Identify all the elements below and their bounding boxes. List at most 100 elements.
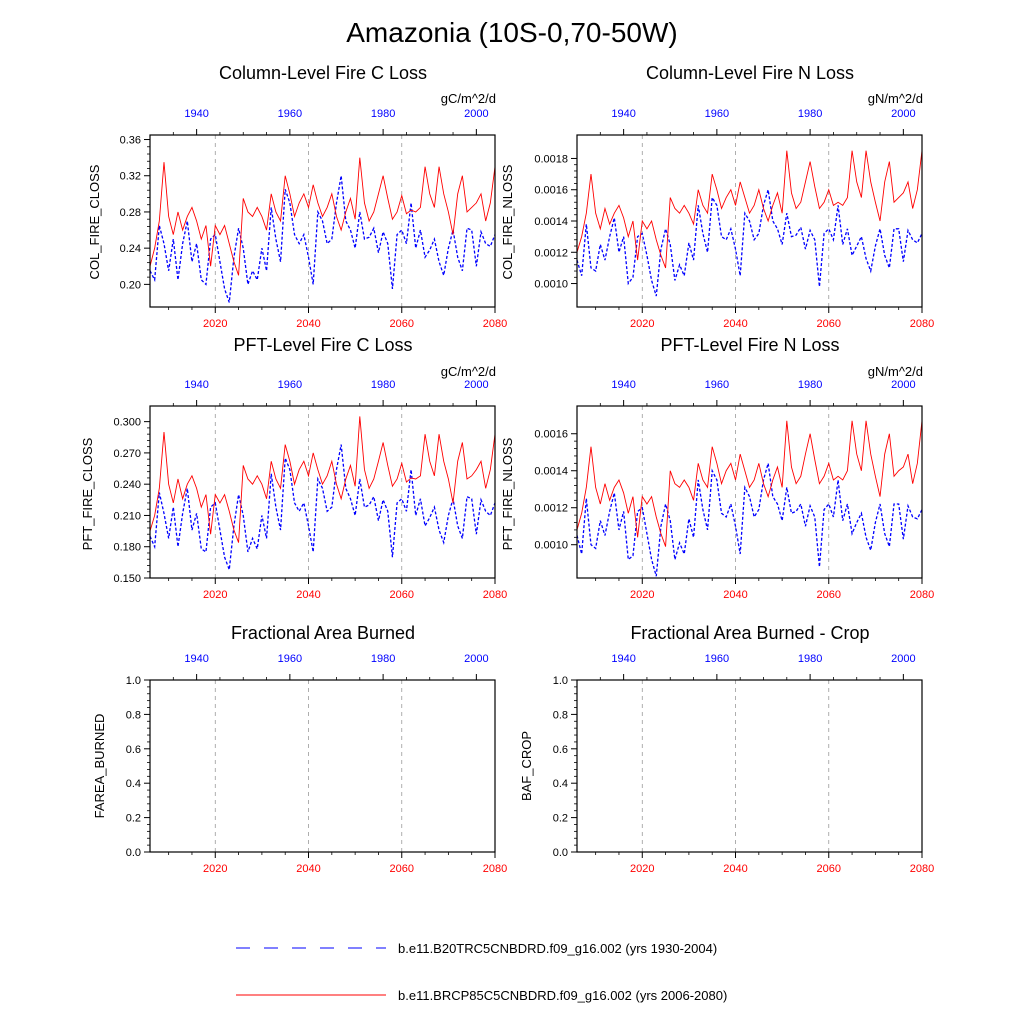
x-top-tick-label: 1960 — [705, 653, 729, 665]
panel-title: PFT-Level Fire C Loss — [233, 335, 412, 355]
x-top-tick-label: 1960 — [705, 108, 729, 120]
x-bottom-tick-label: 2020 — [203, 589, 227, 601]
x-bottom-tick-label: 2080 — [483, 318, 507, 330]
x-top-tick-label: 1960 — [278, 653, 302, 665]
x-top-tick-label: 1940 — [184, 653, 208, 665]
plot-1: 0.20 0.24 0.28 0.32 0.36 2020 2040 2060 2080 1940… — [120, 108, 508, 330]
x-top-tick-label: 1980 — [371, 379, 395, 391]
x-top-tick-label: 2000 — [464, 653, 488, 665]
panel-units: gN/m^2/d — [868, 91, 923, 106]
y-tick-label: 0.20 — [120, 279, 141, 291]
y-tick-label: 0.180 — [113, 542, 141, 554]
x-top-tick-label: 1940 — [184, 108, 208, 120]
plot-frame — [149, 679, 496, 853]
x-bottom-tick-label: 2080 — [910, 318, 934, 330]
panel-title: Fractional Area Burned — [231, 623, 415, 643]
y-tick-label: 0.0018 — [534, 153, 568, 165]
y-tick-label: 0.150 — [113, 573, 141, 585]
x-bottom-tick-label: 2020 — [630, 863, 654, 875]
y-tick-label: 1.0 — [126, 675, 141, 687]
x-bottom-tick-label: 2020 — [630, 589, 654, 601]
y-tick-label: 0.210 — [113, 510, 141, 522]
y-tick-label: 0.0016 — [534, 185, 568, 197]
panel-title: Column-Level Fire N Loss — [646, 63, 854, 83]
y-tick-label: 0.4 — [553, 778, 568, 790]
x-bottom-tick-label: 2040 — [296, 863, 320, 875]
plot-5: 0.0 0.2 0.4 0.6 0.8 1.0 2020 2040 2060 2080 1940 19… — [126, 653, 508, 875]
x-bottom-tick-label: 2040 — [723, 589, 747, 601]
x-top-tick-label: 1940 — [184, 379, 208, 391]
x-top-tick-label: 1980 — [371, 108, 395, 120]
y-tick-label: 0.0016 — [534, 429, 568, 441]
x-bottom-tick-label: 2040 — [723, 318, 747, 330]
y-tick-label: 0.0014 — [534, 216, 568, 228]
plot-4: 0.0010 0.0012 0.0014 0.0016 2020 2040 2060 2080… — [534, 379, 934, 601]
series-historical-line — [149, 175, 496, 303]
panel-baf-crop: Fractional Area Burned - Crop BAF_CROP — [519, 623, 870, 801]
panel-units: gC/m^2/d — [441, 91, 496, 106]
figure-title: Amazonia (10S-0,70-50W) — [346, 17, 677, 48]
x-bottom-tick-label: 2060 — [390, 318, 414, 330]
x-bottom-tick-label: 2020 — [630, 318, 654, 330]
x-bottom-tick-label: 2060 — [390, 863, 414, 875]
x-top-tick-label: 1940 — [611, 108, 635, 120]
plot-frame — [576, 405, 923, 579]
series-historical-line — [576, 463, 923, 577]
x-bottom-tick-label: 2020 — [203, 318, 227, 330]
y-tick-label: 0.2 — [126, 813, 141, 825]
x-bottom-tick-label: 2060 — [817, 318, 841, 330]
y-tick-label: 0.0 — [553, 847, 568, 859]
y-tick-label: 0.240 — [113, 479, 141, 491]
y-tick-label: 0.24 — [120, 243, 141, 255]
series-future-line — [576, 420, 923, 547]
x-bottom-tick-label: 2060 — [817, 589, 841, 601]
plot-areas: 0.20 0.24 0.28 0.32 0.36 2020 2040 2060 2080 1940… — [113, 108, 934, 875]
x-top-tick-label: 1960 — [278, 379, 302, 391]
y-axis-label: BAF_CROP — [519, 731, 534, 801]
y-tick-label: 0.270 — [113, 448, 141, 460]
panel-col-fire-closs: Column-Level Fire C Loss gC/m^2/d COL_FI… — [87, 63, 496, 279]
panel-col-fire-nloss: Column-Level Fire N Loss gN/m^2/d COL_FI… — [500, 63, 923, 279]
x-top-tick-label: 1980 — [371, 653, 395, 665]
x-top-tick-label: 1940 — [611, 379, 635, 391]
panel-farea-burned: Fractional Area Burned FAREA_BURNED — [92, 623, 415, 818]
series-future-line — [576, 150, 923, 269]
legend-label-historical: b.e11.B20TRC5CNBDRD.f09_g16.002 (yrs 193… — [398, 941, 717, 956]
y-tick-label: 0.8 — [126, 709, 141, 721]
y-tick-label: 0.0 — [126, 847, 141, 859]
y-tick-label: 0.32 — [120, 171, 141, 183]
panel-title: Column-Level Fire C Loss — [219, 63, 427, 83]
y-axis-label: COL_FIRE_CLOSS — [87, 164, 102, 279]
y-tick-label: 0.0010 — [534, 279, 568, 291]
plot-2: 0.0010 0.0012 0.0014 0.0016 0.0018 2020 2040 20… — [534, 108, 934, 330]
panel-units: gN/m^2/d — [868, 364, 923, 379]
y-tick-label: 0.0010 — [534, 540, 568, 552]
y-tick-label: 0.36 — [120, 135, 141, 147]
x-top-tick-label: 2000 — [891, 653, 915, 665]
legend-label-future: b.e11.BRCP85C5CNBDRD.f09_g16.002 (yrs 20… — [398, 988, 727, 1003]
series-historical-line — [576, 189, 923, 297]
y-tick-label: 0.6 — [126, 744, 141, 756]
x-top-tick-label: 2000 — [464, 379, 488, 391]
plot-frame — [576, 679, 923, 853]
x-bottom-tick-label: 2060 — [390, 589, 414, 601]
y-tick-label: 0.0012 — [534, 247, 568, 259]
panel-title: Fractional Area Burned - Crop — [630, 623, 869, 643]
y-tick-label: 0.0012 — [534, 503, 568, 515]
x-bottom-tick-label: 2040 — [723, 863, 747, 875]
x-bottom-tick-label: 2040 — [296, 589, 320, 601]
x-top-tick-label: 1960 — [278, 108, 302, 120]
plot-frame — [149, 134, 496, 308]
panel-title: PFT-Level Fire N Loss — [660, 335, 839, 355]
y-axis-label: COL_FIRE_NLOSS — [500, 164, 515, 279]
plot-frame — [149, 405, 496, 579]
x-top-tick-label: 2000 — [464, 108, 488, 120]
x-bottom-tick-label: 2080 — [910, 589, 934, 601]
series-future-line — [149, 157, 496, 276]
y-tick-label: 0.8 — [553, 709, 568, 721]
x-top-tick-label: 1980 — [798, 653, 822, 665]
x-bottom-tick-label: 2060 — [817, 863, 841, 875]
y-tick-label: 0.4 — [126, 778, 141, 790]
plot-3: 0.150 0.180 0.210 0.240 0.270 0.300 2020 2040 20… — [113, 379, 507, 601]
